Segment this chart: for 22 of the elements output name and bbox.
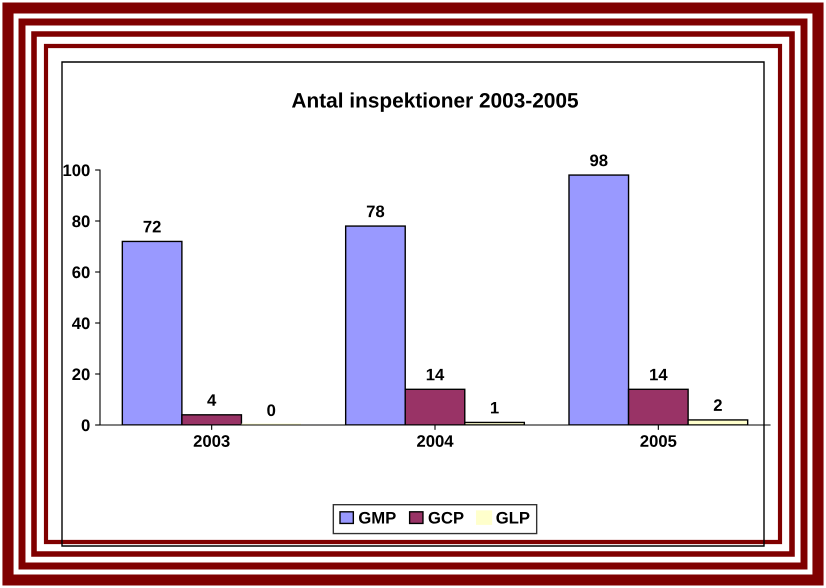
y-tick-label: 0: [82, 419, 90, 432]
data-label: 2: [714, 399, 722, 411]
data-label: 0: [267, 404, 276, 416]
data-label: 4: [207, 394, 216, 406]
data-label: 98: [590, 154, 608, 166]
legend-label: GMP: [359, 512, 396, 524]
y-tick-label: 60: [72, 266, 90, 278]
y-tick-label: 40: [72, 317, 90, 330]
legend-label: GLP: [496, 512, 530, 524]
x-tick-label: 2004: [417, 435, 454, 447]
data-label: 78: [366, 205, 384, 218]
x-tick-label: 2005: [640, 435, 676, 447]
y-tick-label: 80: [72, 215, 90, 228]
data-label: 14: [426, 368, 444, 380]
y-tick-label: 100: [64, 164, 90, 176]
y-tick-label: 20: [72, 368, 90, 380]
x-tick-label: 2003: [194, 435, 230, 447]
legend-label: GCP: [428, 512, 464, 524]
data-label: 14: [650, 368, 668, 380]
data-label: 72: [144, 220, 161, 232]
data-label: 1: [490, 402, 499, 414]
chart-title: Antal inspektioner 2003-2005: [292, 92, 578, 112]
